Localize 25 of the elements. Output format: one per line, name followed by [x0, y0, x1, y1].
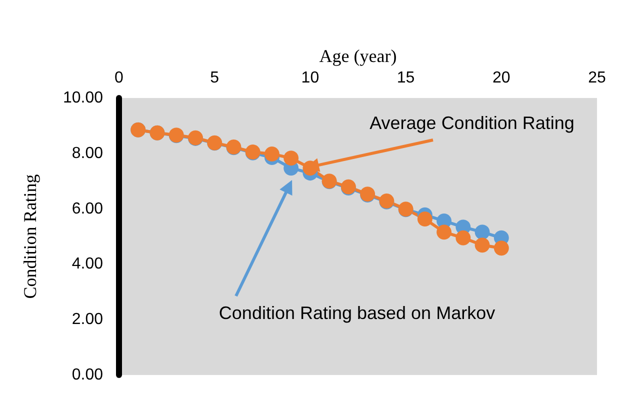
y-tick-label: 0.00: [72, 366, 104, 384]
y-tick-label: 4.00: [72, 256, 104, 273]
point: [417, 212, 432, 227]
point: [474, 238, 490, 253]
x-tick-label: 20: [492, 70, 510, 86]
y-tick-label: 8.00: [72, 144, 104, 162]
y-axis-title: Condition Rating: [20, 174, 40, 299]
point: [436, 224, 452, 240]
x-axis-title: Age (year): [319, 46, 397, 66]
annotation: Condition Rating based on Markov: [218, 303, 496, 323]
x-tick-label: 0: [114, 70, 124, 86]
y-tick-label: 2.00: [72, 311, 104, 328]
x-tick-label: 25: [588, 70, 606, 86]
point: [264, 146, 280, 162]
annotation: Average Condition Rating: [370, 113, 574, 133]
x-tick-label: 15: [396, 70, 415, 86]
point: [494, 240, 509, 256]
point: [456, 230, 471, 246]
point: [302, 160, 318, 176]
y-tick-label: 10.00: [62, 90, 104, 106]
x-tick-label: 5: [210, 70, 220, 86]
point: [474, 224, 490, 240]
x-tick-label: 10: [301, 70, 320, 86]
point: [284, 150, 299, 166]
y-tick-label: 6.00: [72, 200, 104, 218]
